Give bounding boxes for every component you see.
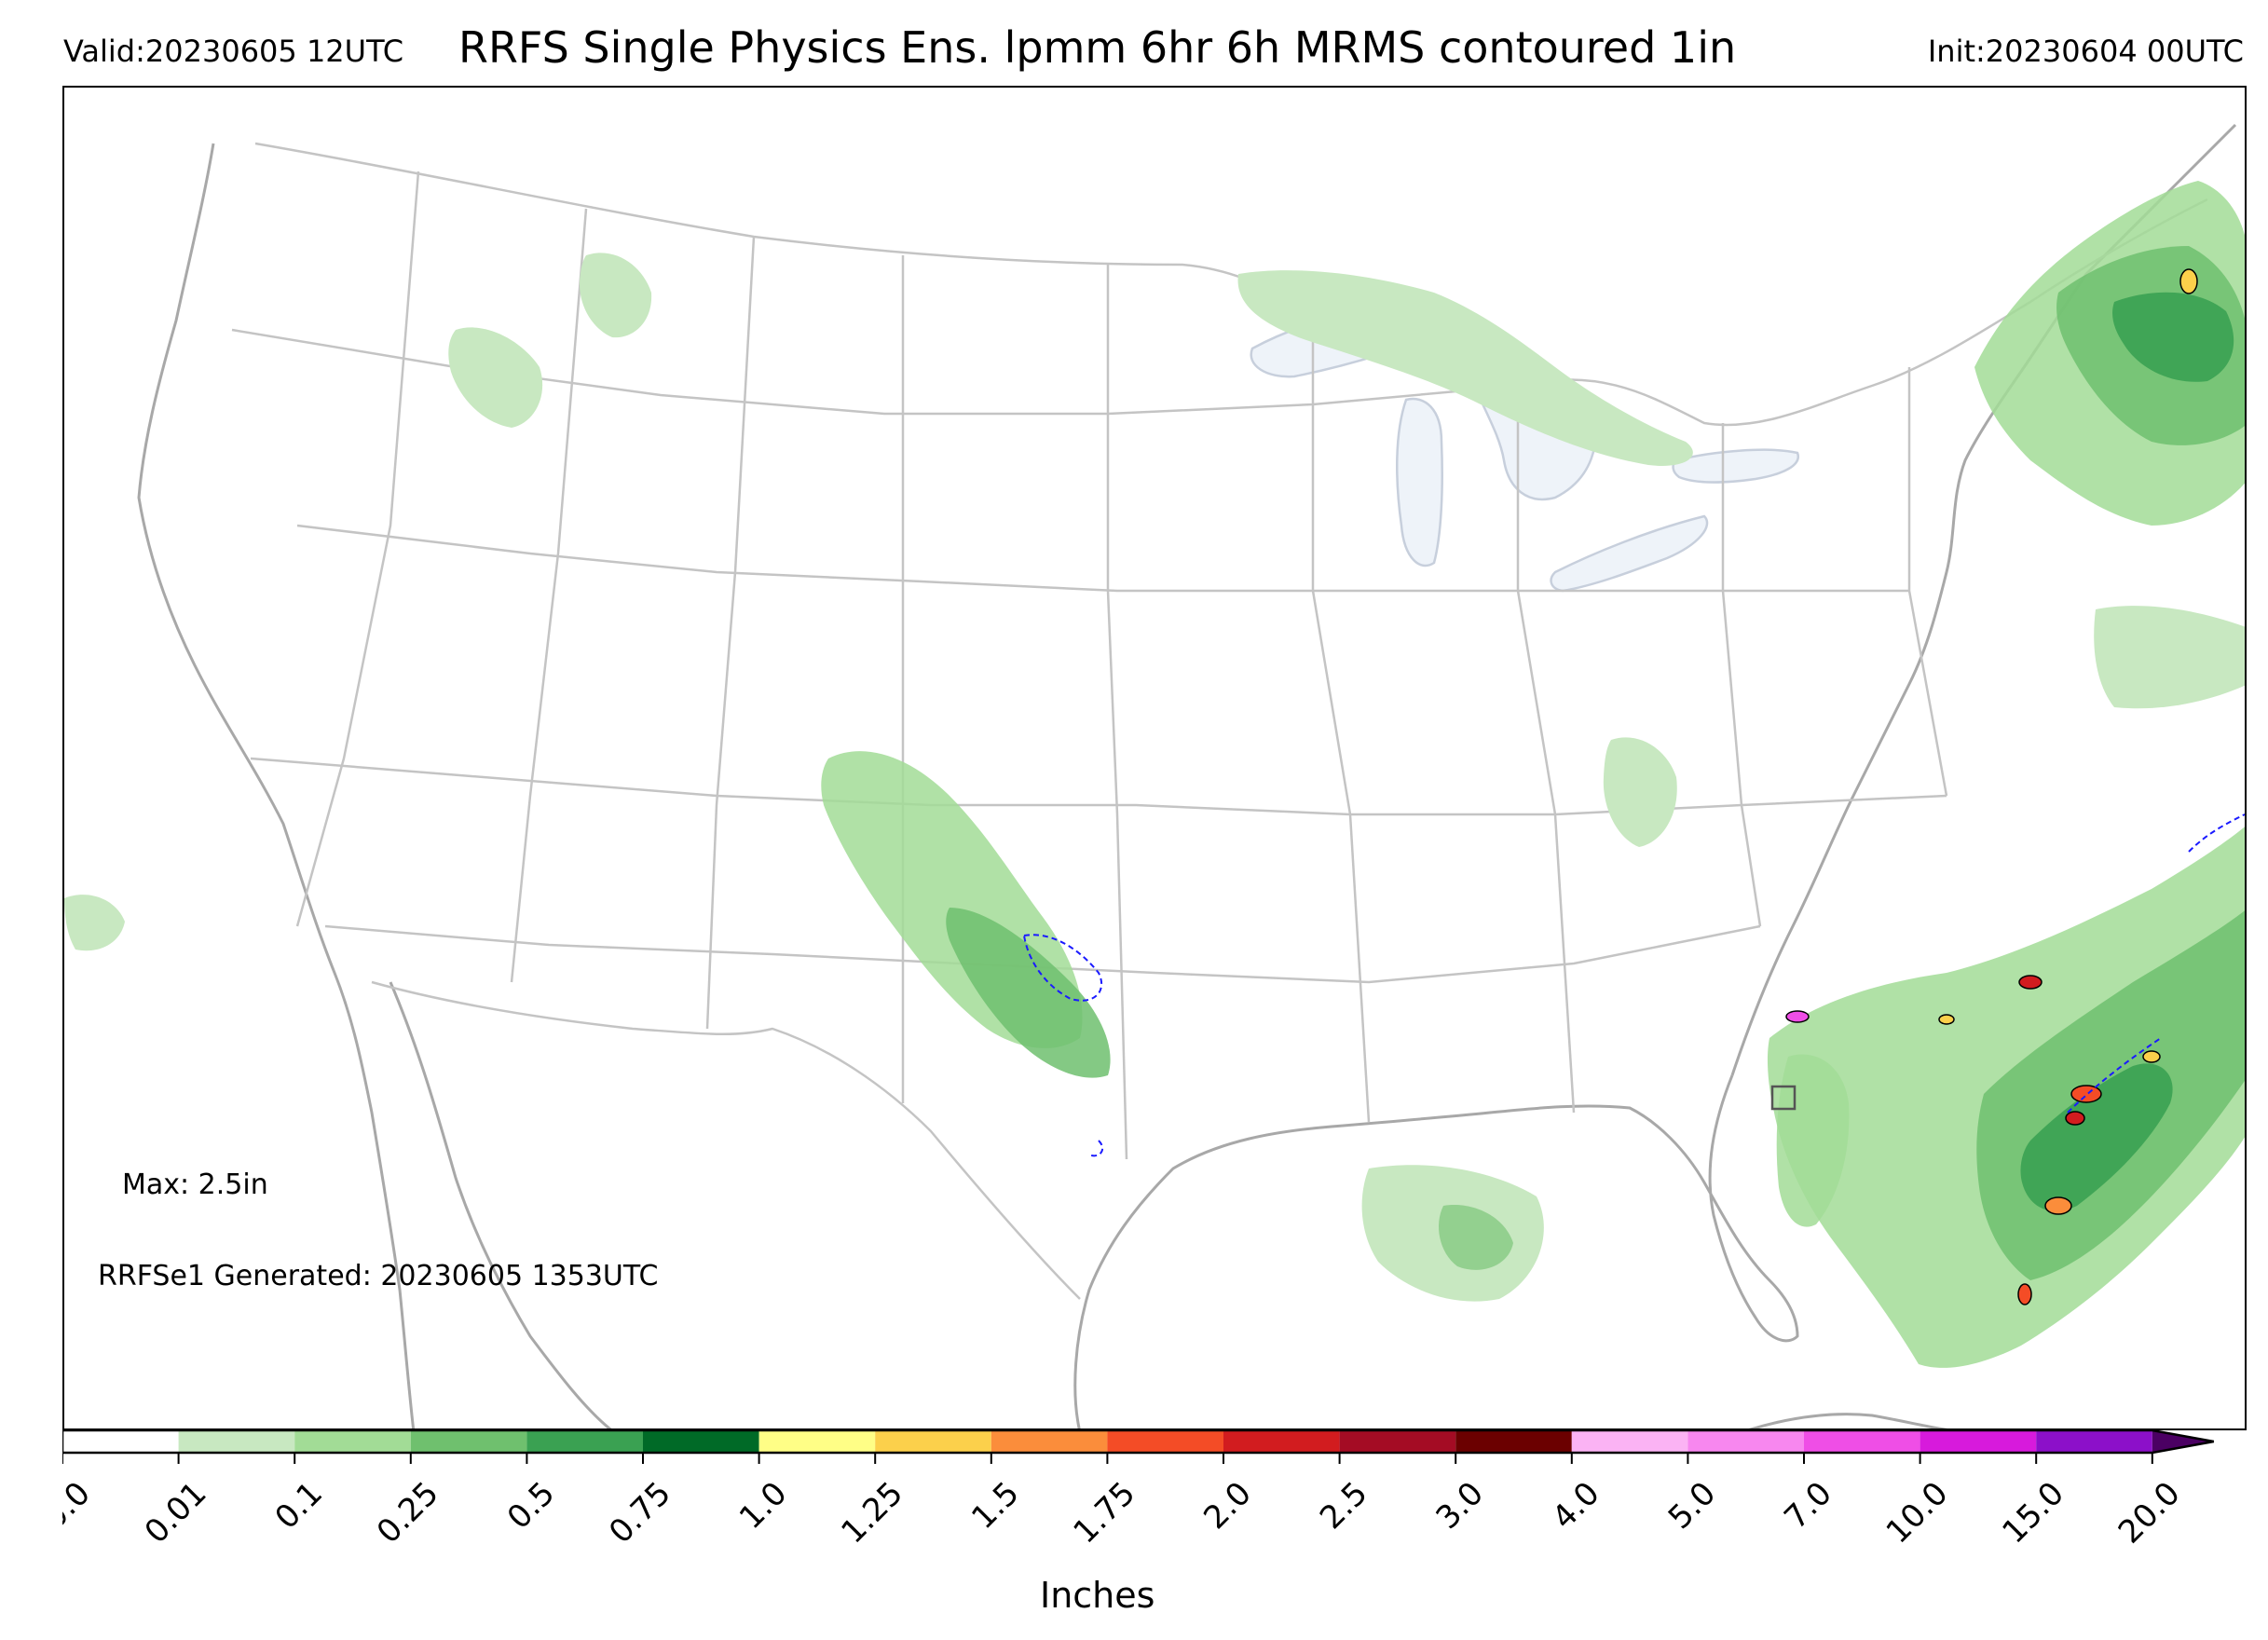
colorbar-ticks: 0.0 0.01 0.1 0.25 0.5 0.75 1.0 1.25 1.5 1.75 2.0 2.… xyxy=(62,1453,2188,1551)
colorbar-segment xyxy=(991,1430,1108,1453)
init-time-label: Init:20230604 00UTC xyxy=(1927,34,2244,69)
colorbar-segment xyxy=(410,1430,527,1453)
mrms-contours xyxy=(1022,813,2245,1157)
baja-coast xyxy=(389,981,612,1428)
colorbar-segment xyxy=(1804,1430,1920,1453)
colorbar-tick-label: 3.0 xyxy=(1429,1475,1492,1538)
colorbar-tick-label: 5.0 xyxy=(1661,1475,1724,1538)
heavy-precip-cells xyxy=(1785,268,2198,1305)
colorbar: 0.0 0.01 0.1 0.25 0.5 0.75 1.0 1.25 1.5 1.75 2.0 2.… xyxy=(62,1430,2215,1551)
colorbar-segment xyxy=(1223,1430,1340,1453)
colorbar-tick-label: 20.0 xyxy=(2111,1475,2188,1551)
colorbar-tick-label: 2.5 xyxy=(1313,1475,1375,1538)
colorbar-tick-label: 7.0 xyxy=(1777,1475,1839,1538)
colorbar-segment xyxy=(62,1430,179,1453)
colorbar-segment xyxy=(1687,1430,1804,1453)
colorbar-segment xyxy=(1920,1430,2037,1453)
colorbar-segment xyxy=(526,1430,643,1453)
colorbar-extend-arrow xyxy=(2152,1430,2214,1453)
colorbar-segment xyxy=(1107,1430,1223,1453)
colorbar-tick-label: 1.0 xyxy=(732,1475,795,1538)
generated-note: RRFSe1 Generated: 20230605 1353UTC xyxy=(98,1260,659,1292)
cuba-coast xyxy=(1748,1413,1948,1428)
colorbar-tick-label: 15.0 xyxy=(1995,1475,2071,1551)
colorbar-outline xyxy=(62,1430,2215,1455)
precip-shading xyxy=(64,181,2245,1368)
us-mexico-border xyxy=(371,980,1081,1300)
colorbar-segment xyxy=(643,1430,759,1453)
colorbar-label: Inches xyxy=(1040,1575,1155,1616)
colorbar-tick-label: 0.01 xyxy=(138,1475,214,1551)
colorbar-segment xyxy=(1571,1430,1688,1453)
colorbar-tick-label: 10.0 xyxy=(1879,1475,1956,1551)
us-canada-border xyxy=(254,142,2208,427)
colorbar-segments xyxy=(62,1430,2215,1455)
colorbar-segment xyxy=(1455,1430,1572,1453)
colorbar-tick-label: 2.0 xyxy=(1196,1475,1259,1538)
colorbar-tick-label: 0.25 xyxy=(370,1475,446,1551)
map-canvas xyxy=(64,123,2245,1428)
lake-ontario xyxy=(1672,448,1799,484)
colorbar-tick-label: 1.75 xyxy=(1066,1475,1142,1551)
precip-map[interactable]: Max: 2.5in RRFSe1 Generated: 20230605 13… xyxy=(62,86,2247,1430)
lake-erie xyxy=(1550,514,1709,593)
colorbar-tick-label: 0.1 xyxy=(268,1475,331,1538)
colorbar-segment xyxy=(1339,1430,1456,1453)
colorbar-tick-label: 1.25 xyxy=(834,1475,910,1551)
colorbar-tick-label: 0.75 xyxy=(602,1475,678,1551)
colorbar-tick-label: 0.5 xyxy=(500,1475,563,1538)
colorbar-segment xyxy=(178,1430,295,1453)
colorbar-segment xyxy=(294,1430,411,1453)
colorbar-tick-label: 0.0 xyxy=(62,1475,98,1538)
location-marker xyxy=(1770,1085,1797,1111)
pacific-coast xyxy=(137,143,416,1428)
political-boundaries xyxy=(231,142,2208,1300)
colorbar-segment xyxy=(875,1430,991,1453)
colorbar-tick-label: 1.5 xyxy=(964,1475,1027,1538)
max-value-note: Max: 2.5in xyxy=(122,1168,268,1201)
lake-michigan xyxy=(1396,397,1443,567)
valid-time-label: Valid:20230605 12UTC xyxy=(63,34,404,69)
gulf-coast xyxy=(1073,1074,1799,1428)
colorbar-segment xyxy=(2036,1430,2152,1453)
colorbar-segment xyxy=(758,1430,876,1453)
map-title: RRFS Single Physics Ens. lpmm 6hr 6h MRM… xyxy=(458,22,1737,73)
colorbar-tick-label: 4.0 xyxy=(1545,1475,1607,1538)
